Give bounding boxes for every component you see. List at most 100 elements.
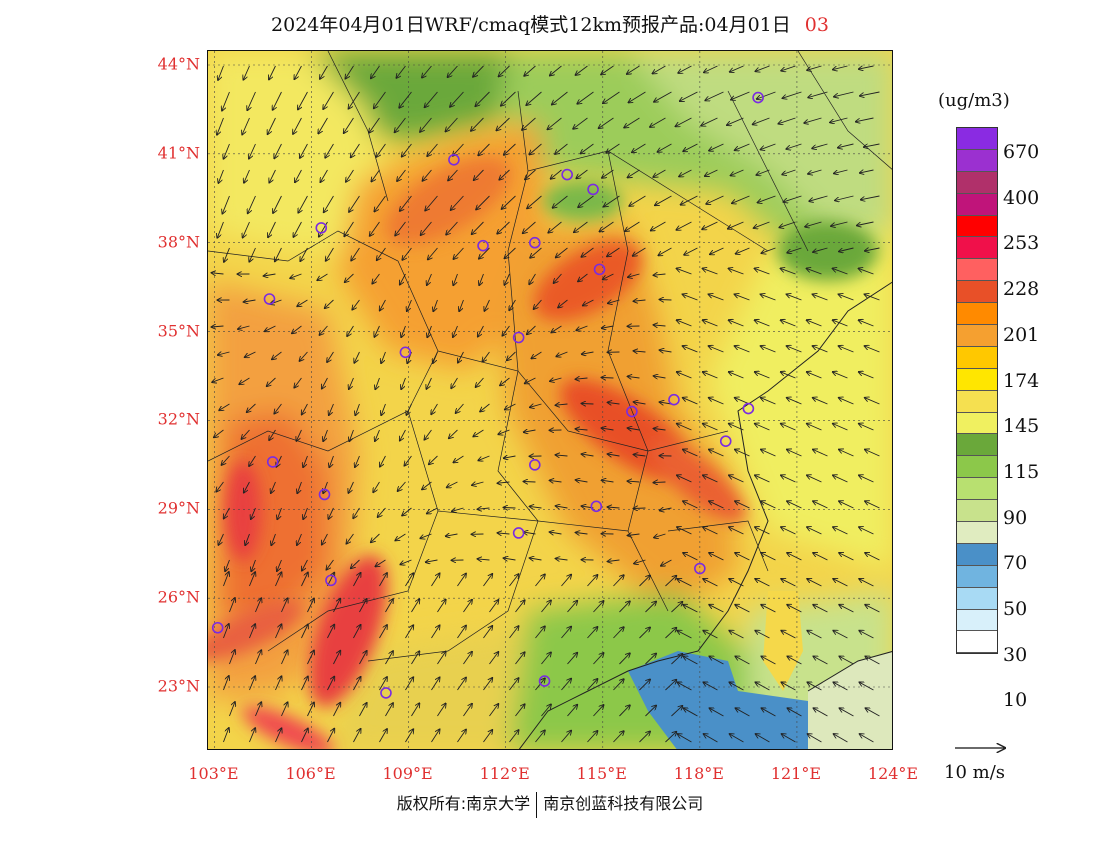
wind-arrow <box>317 273 328 280</box>
wind-arrow <box>859 424 874 431</box>
wind-arrow <box>483 678 492 691</box>
wind-arrow <box>599 117 614 128</box>
wind-arrow <box>385 651 393 665</box>
wind-arrow <box>326 559 334 570</box>
wind-scale-arrow <box>955 740 1013 754</box>
wind-arrow <box>407 299 412 311</box>
wind-arrow <box>293 117 302 134</box>
wind-arrow <box>369 117 380 133</box>
wind-arrow <box>375 429 380 441</box>
wind-arrow <box>476 195 490 210</box>
wind-arrow <box>703 579 718 587</box>
wind-arrow <box>678 65 692 73</box>
wind-arrow <box>860 734 874 743</box>
wind-arrow <box>472 482 484 485</box>
wind-arrow <box>301 729 307 743</box>
wind-arrow <box>446 534 458 536</box>
wind-arrow <box>679 169 692 177</box>
wind-arrow <box>274 143 282 158</box>
wind-arrow <box>703 268 718 275</box>
wind-arrow <box>405 625 413 639</box>
wind-arrow <box>761 450 776 457</box>
wind-arrow <box>303 455 308 467</box>
wind-arrow <box>683 346 698 353</box>
station-marker <box>266 456 279 468</box>
monitoring-stations <box>211 91 764 699</box>
colorbar-swatch <box>957 434 997 457</box>
map-panel[interactable] <box>207 50 893 750</box>
wind-arrow <box>838 143 854 148</box>
wind-arrow <box>345 65 354 79</box>
wind-arrow <box>379 729 387 743</box>
wind-arrow <box>453 247 464 259</box>
wind-arrow <box>704 734 718 743</box>
wind-arrow <box>813 605 828 613</box>
colorbar-swatch <box>957 500 997 523</box>
wind-arrow <box>779 221 796 227</box>
colorbar-tick-label: 145 <box>1003 415 1040 438</box>
wind-arrow <box>242 429 250 439</box>
wind-arrow <box>756 734 770 743</box>
wind-arrow <box>860 91 880 96</box>
wind-arrow <box>814 708 828 717</box>
colorbar-swatch <box>957 368 997 391</box>
wind-arrow <box>676 117 692 126</box>
wind-arrow <box>529 273 536 284</box>
wind-arrow <box>556 559 568 561</box>
wind-arrow <box>456 403 464 413</box>
wind-arrow <box>865 294 880 301</box>
wind-arrow <box>628 428 640 430</box>
wind-arrow <box>729 372 744 379</box>
wind-arrow <box>483 574 492 587</box>
wind-arrow <box>324 195 334 212</box>
wind-arrow <box>323 481 328 493</box>
wind-arrow <box>578 195 594 207</box>
title-text: 2024年04月01日WRF/cmaq模式12km预报产品:04月01日 <box>271 14 791 36</box>
colorbar-swatch <box>957 522 997 544</box>
wind-arrow <box>303 507 308 519</box>
wind-arrow <box>761 501 776 509</box>
wind-arrow <box>294 377 302 388</box>
wind-arrow <box>628 274 640 277</box>
wind-arrow <box>813 346 828 353</box>
wind-arrow <box>839 450 854 457</box>
wind-arrow <box>839 346 854 353</box>
wind-arrow <box>458 351 464 363</box>
wind-arrow <box>639 627 650 639</box>
colorbar-swatch <box>957 259 997 282</box>
wind-arrow <box>218 352 230 355</box>
wind-arrow <box>372 273 380 284</box>
wind-arrow <box>677 579 692 587</box>
wind-arrow <box>619 653 629 665</box>
wind-arrow <box>373 481 380 492</box>
wind-arrow <box>704 65 718 72</box>
wind-arrow <box>224 247 230 262</box>
wind-arrow <box>421 221 432 235</box>
wind-arrow <box>865 605 880 613</box>
wind-arrow <box>628 534 640 536</box>
colorbar-tick-label: 30 <box>1003 643 1028 666</box>
wind-arrow <box>400 429 406 441</box>
station-marker <box>752 91 764 104</box>
wind-arrow <box>607 247 620 256</box>
wind-arrow <box>683 605 698 613</box>
colorbar-swatch <box>957 149 997 172</box>
wind-arrow <box>349 429 354 441</box>
wind-arrow <box>807 475 822 483</box>
colorbar-swatch <box>957 215 997 238</box>
wind-arrow <box>835 195 854 201</box>
wind-arrow <box>683 450 698 457</box>
wind-arrow <box>658 247 672 255</box>
wind-arrow <box>370 221 380 236</box>
wind-arrow <box>859 268 874 275</box>
wind-arrow <box>457 626 466 639</box>
wind-arrow <box>500 377 510 385</box>
station-marker <box>263 293 276 305</box>
wind-arrow <box>473 429 484 437</box>
title-hour: 03 <box>804 14 829 36</box>
wind-arrow <box>483 730 492 743</box>
wind-arrow <box>645 706 656 717</box>
wind-arrow <box>550 65 562 76</box>
wind-arrow <box>660 508 672 511</box>
wind-arrow <box>859 579 874 587</box>
